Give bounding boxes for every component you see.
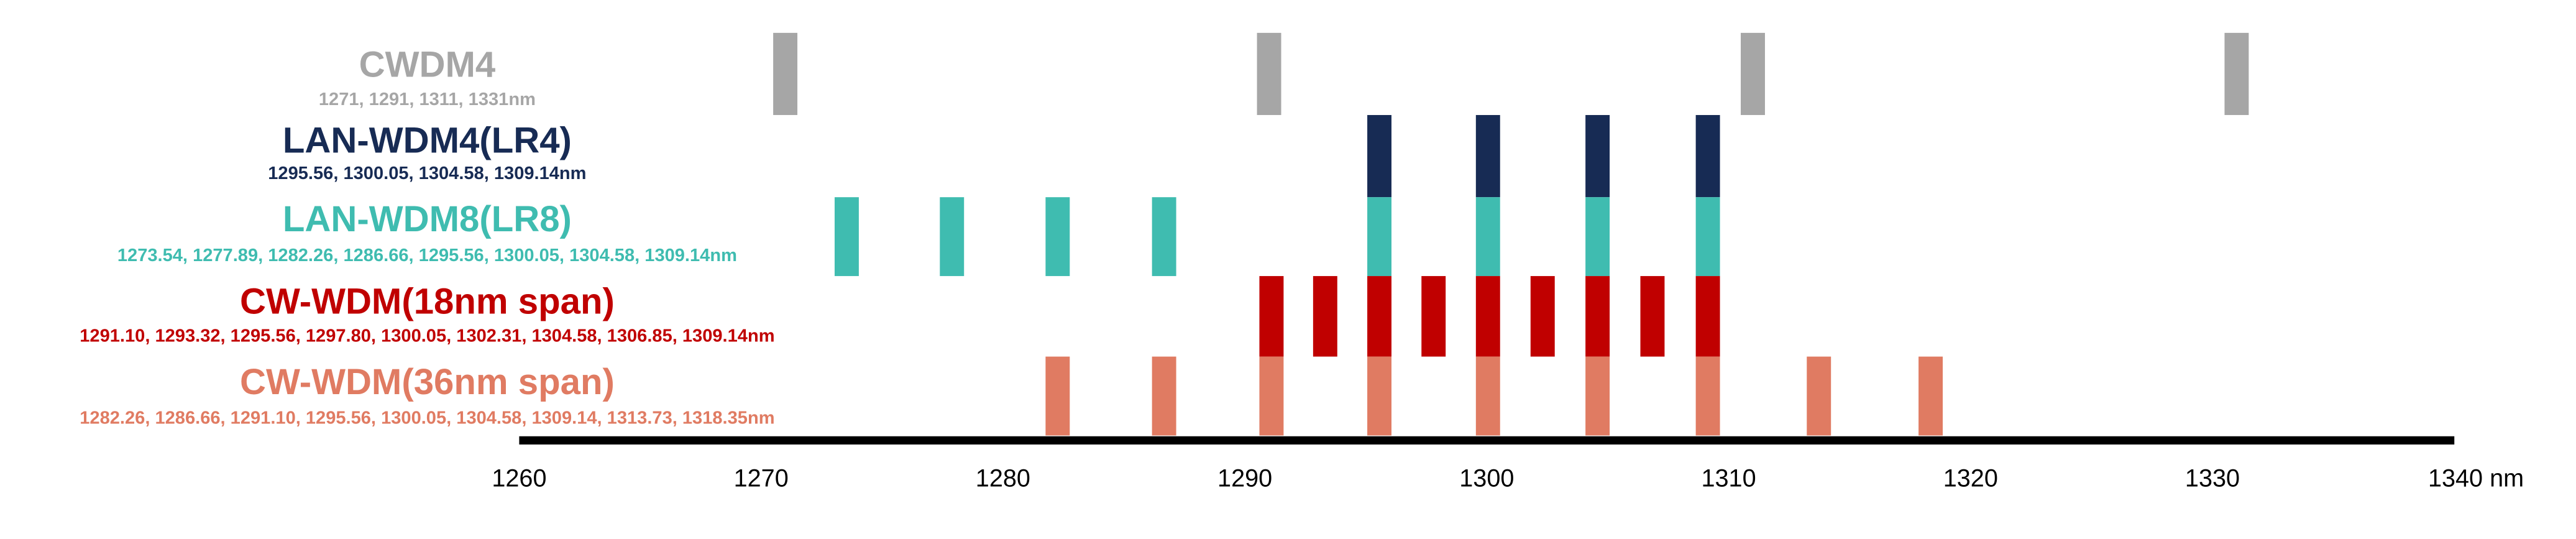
channel-bar <box>1475 115 1500 198</box>
series-subtitle: 1291.10, 1293.32, 1295.56, 1297.80, 1300… <box>80 326 774 346</box>
channel-bar <box>1741 32 1765 116</box>
x-tick-label: 1260 <box>492 464 546 492</box>
x-tick-label: 1320 <box>1943 464 1998 492</box>
channel-bar <box>1045 197 1070 277</box>
channel-bar <box>2224 32 2249 116</box>
channel-bar <box>1918 356 1943 436</box>
channel-bar <box>1259 356 1284 436</box>
channel-bar <box>1313 276 1337 357</box>
series-subtitle: 1273.54, 1277.89, 1282.26, 1286.66, 1295… <box>117 246 737 265</box>
series-name: LAN-WDM8(LR8) <box>283 199 572 239</box>
channel-bar <box>1695 115 1720 198</box>
channel-bar <box>834 197 859 277</box>
series-name: CW-WDM(18nm span) <box>240 281 615 321</box>
channel-bar <box>773 32 798 116</box>
channel-bar <box>1152 197 1176 277</box>
channel-bar <box>1152 356 1176 436</box>
channel-bar <box>1585 197 1610 277</box>
channel-bar <box>1257 32 1281 116</box>
channel-bar <box>1695 356 1720 436</box>
series-name: CW-WDM(36nm span) <box>240 362 615 402</box>
channel-bar <box>1367 197 1391 277</box>
x-tick-label: 1340 nm <box>2428 464 2524 492</box>
channel-bar <box>1367 356 1391 436</box>
series-subtitle: 1282.26, 1286.66, 1291.10, 1295.56, 1300… <box>80 408 774 428</box>
channel-bar <box>1475 356 1500 436</box>
channel-bar <box>1259 276 1284 357</box>
x-tick-label: 1280 <box>976 464 1030 492</box>
x-tick-label: 1290 <box>1217 464 1272 492</box>
channel-bar <box>1585 115 1610 198</box>
series-subtitle: 1295.56, 1300.05, 1304.58, 1309.14nm <box>268 164 586 183</box>
x-tick-label: 1310 <box>1701 464 1756 492</box>
x-tick-label: 1270 <box>734 464 789 492</box>
channel-bar <box>1045 356 1070 436</box>
channel-bar <box>1640 276 1665 357</box>
series-name: LAN-WDM4(LR4) <box>283 120 572 160</box>
x-tick-label: 1330 <box>2185 464 2240 492</box>
channel-bar <box>1367 276 1391 357</box>
channel-bar <box>1475 276 1500 357</box>
channel-bar <box>1421 276 1446 357</box>
channel-bar <box>1475 197 1500 277</box>
series-subtitle: 1271, 1291, 1311, 1331nm <box>319 90 536 109</box>
channel-bar <box>1807 356 1831 436</box>
channel-bar <box>940 197 965 277</box>
channel-bar <box>1530 276 1555 357</box>
channel-bar <box>1585 276 1610 357</box>
channel-bar <box>1585 356 1610 436</box>
channel-bar <box>1367 115 1391 198</box>
series-name: CWDM4 <box>359 45 496 85</box>
channel-bar <box>1695 197 1720 277</box>
x-tick-label: 1300 <box>1459 464 1514 492</box>
channel-bar <box>1695 276 1720 357</box>
